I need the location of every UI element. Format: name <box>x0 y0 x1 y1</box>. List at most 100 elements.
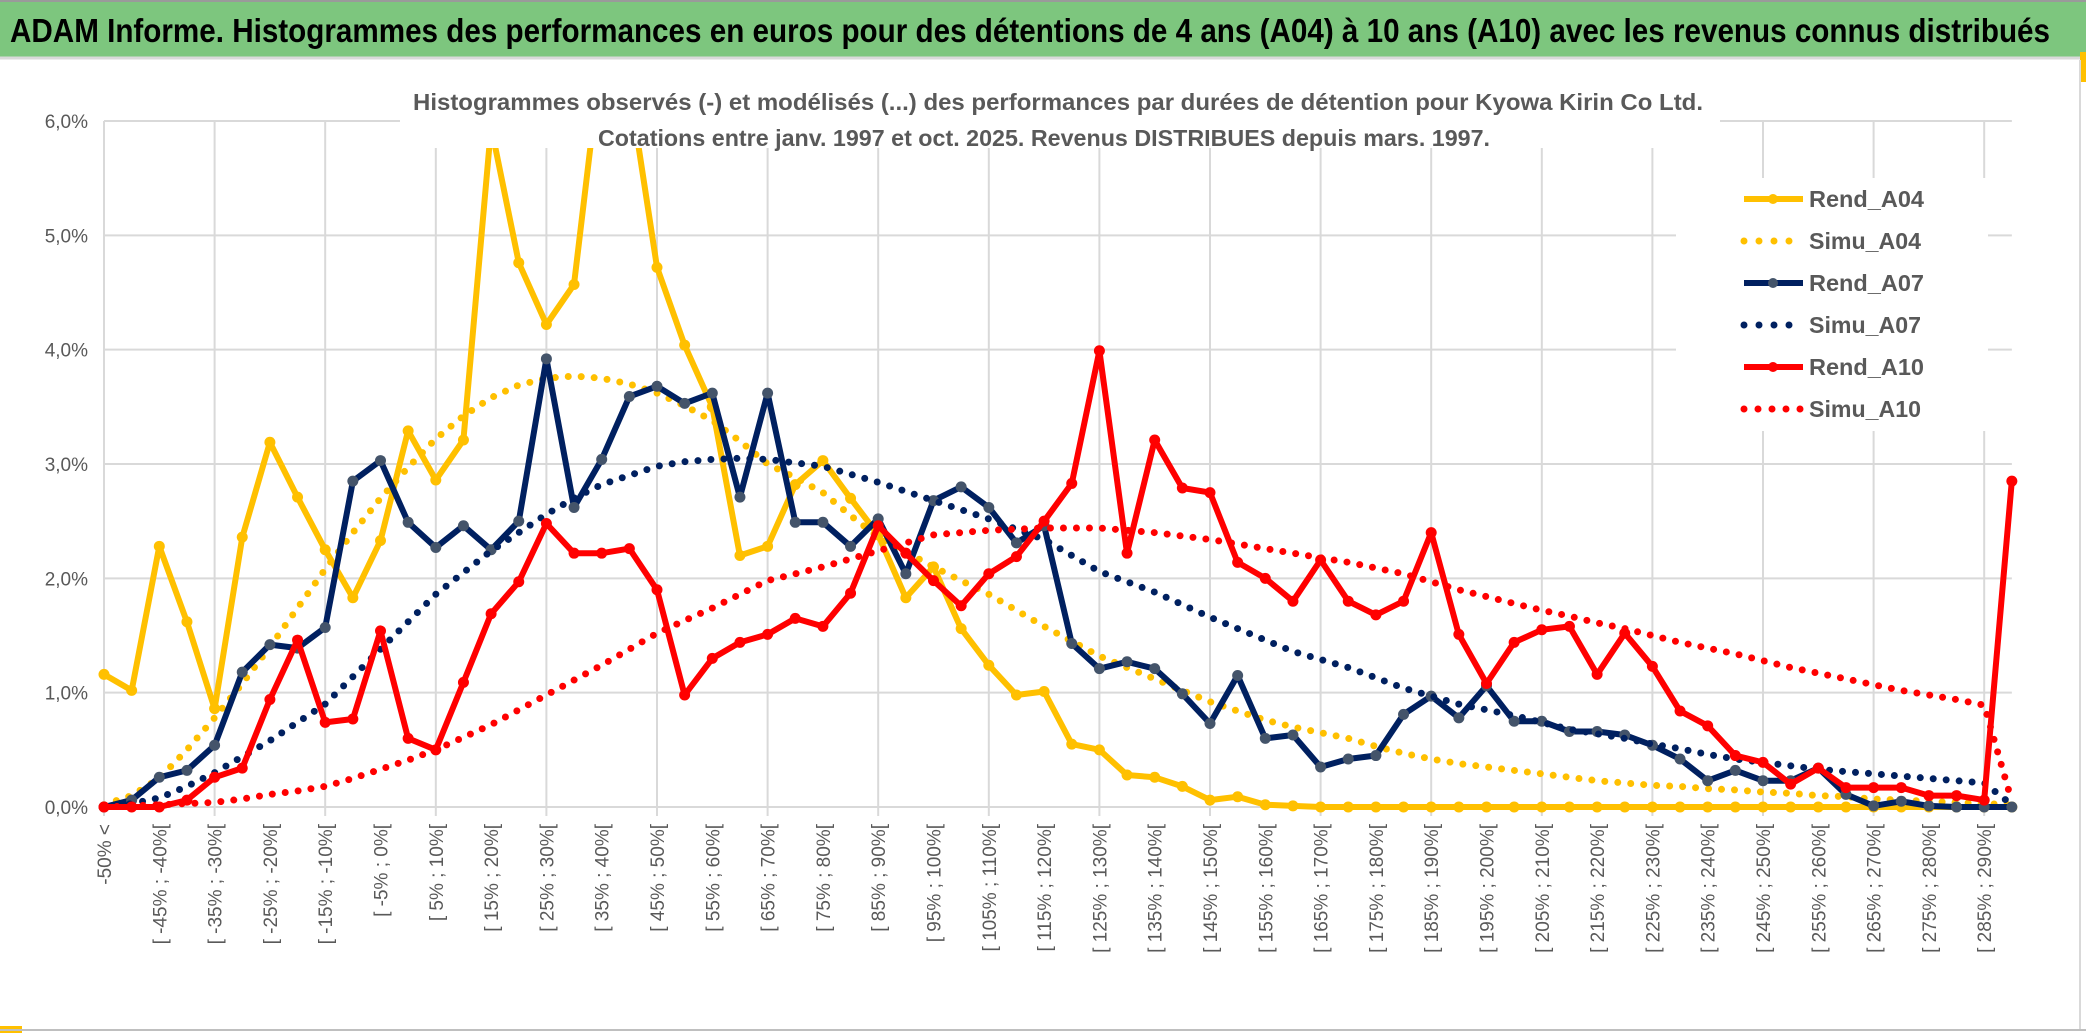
data-point-rend-a07 <box>955 481 967 493</box>
x-tick-label: [ 5% ; 10%[ <box>427 823 448 921</box>
data-point-rend-a10 <box>1398 595 1410 607</box>
data-point-rend-a04 <box>292 491 304 503</box>
data-point-rend-a07 <box>1176 688 1188 700</box>
data-point-rend-a07 <box>1066 638 1078 650</box>
data-point-rend-a10 <box>1868 782 1880 794</box>
data-point-rend-a04 <box>1232 791 1244 803</box>
legend-label: Simu_A04 <box>1809 228 1921 254</box>
data-point-rend-a10 <box>1176 482 1188 494</box>
data-point-rend-a04 <box>347 592 359 604</box>
data-point-rend-a10 <box>706 652 718 664</box>
data-point-rend-a04 <box>1287 800 1299 812</box>
data-point-rend-a07 <box>1093 663 1105 675</box>
data-point-rend-a04 <box>983 659 995 671</box>
x-tick-label: [ 245% ; 250%[ <box>1754 823 1775 953</box>
data-point-rend-a07 <box>1508 715 1520 727</box>
legend-item-simu-a07[interactable]: Simu_A07 <box>1740 312 1921 338</box>
legend-item-rend-a07[interactable]: Rend_A07 <box>1744 270 1924 296</box>
data-point-rend-a04 <box>900 592 912 604</box>
data-point-rend-a07 <box>430 541 442 553</box>
data-point-rend-a04 <box>1785 801 1797 813</box>
data-point-rend-a10 <box>1923 790 1935 802</box>
data-point-rend-a10 <box>1149 434 1161 446</box>
data-point-rend-a04 <box>1315 801 1327 813</box>
data-point-rend-a04 <box>1204 794 1216 806</box>
legend-marker-icon <box>1768 278 1778 288</box>
data-point-rend-a04 <box>430 474 442 486</box>
data-point-rend-a04 <box>1398 801 1410 813</box>
data-point-rend-a10 <box>1757 756 1769 768</box>
data-point-rend-a04 <box>762 540 774 552</box>
data-point-rend-a04 <box>1646 801 1658 813</box>
data-point-rend-a07 <box>706 387 718 399</box>
data-point-rend-a07 <box>817 516 829 528</box>
data-point-rend-a10 <box>1785 778 1797 790</box>
data-point-rend-a07 <box>1204 718 1216 730</box>
data-point-rend-a10 <box>1702 720 1714 732</box>
data-point-rend-a10 <box>347 713 359 725</box>
series-simu-a07 <box>100 454 2016 811</box>
data-point-rend-a04 <box>1481 801 1492 813</box>
data-point-rend-a04 <box>236 531 248 543</box>
selection-handle[interactable] <box>2080 52 2086 82</box>
data-point-rend-a10 <box>1010 551 1022 563</box>
chart-title: Histogrammes observés (-) et modélisés (… <box>413 89 1703 115</box>
legend-item-simu-a04[interactable]: Simu_A04 <box>1740 228 1921 254</box>
data-point-rend-a10 <box>789 612 801 624</box>
data-point-rend-a04 <box>513 257 525 269</box>
data-point-rend-a10 <box>1674 705 1686 717</box>
data-point-rend-a10 <box>1951 790 1963 802</box>
data-point-rend-a10 <box>485 608 497 620</box>
data-point-rend-a07 <box>1895 795 1907 807</box>
x-tick-label: -50% < <box>95 824 116 885</box>
x-tick-label: [ -45% ; -40%[ <box>150 823 171 944</box>
data-point-rend-a10 <box>1812 762 1824 774</box>
data-point-rend-a10 <box>540 517 552 529</box>
data-point-rend-a07 <box>1729 764 1741 776</box>
data-point-rend-a07 <box>209 739 221 751</box>
data-point-rend-a07 <box>1232 670 1244 682</box>
data-point-rend-a04 <box>1508 801 1520 813</box>
data-point-rend-a10 <box>983 568 995 580</box>
data-point-rend-a10 <box>2006 475 2018 487</box>
x-tick-label: [ 25% ; 30%[ <box>537 823 558 931</box>
data-point-rend-a10 <box>762 628 774 640</box>
data-point-rend-a10 <box>623 543 635 555</box>
x-tick-label: [ -5% ; 0%[ <box>372 823 393 917</box>
legend-item-rend-a04[interactable]: Rend_A04 <box>1744 186 1924 212</box>
legend-label: Simu_A07 <box>1809 312 1921 338</box>
x-tick-label: [ -35% ; -30%[ <box>206 823 227 944</box>
data-point-rend-a04 <box>651 261 663 273</box>
x-tick-label: [ 285% ; 290%[ <box>1975 823 1996 953</box>
data-point-rend-a07 <box>1674 753 1686 765</box>
data-point-rend-a04 <box>181 616 193 628</box>
x-tick-label: [ 205% ; 210%[ <box>1533 823 1554 953</box>
x-axis-labels: -50% < [ -45% ; -40%[[ -35% ; -30%[[ -25%… <box>95 823 1996 953</box>
data-point-rend-a07 <box>1149 663 1161 675</box>
data-point-rend-a07 <box>1370 750 1382 762</box>
legend-label: Simu_A10 <box>1809 396 1921 422</box>
data-point-rend-a10 <box>375 625 386 637</box>
legend-item-simu-a10[interactable]: Simu_A10 <box>1740 396 1921 422</box>
x-tick-label: [ 45% ; 50%[ <box>648 823 669 931</box>
data-point-rend-a10 <box>679 689 691 701</box>
data-point-rend-a10 <box>319 716 331 728</box>
header-title: ADAM Informe. Histogrammes des performan… <box>10 12 2050 49</box>
data-point-rend-a10 <box>1259 572 1271 584</box>
data-point-rend-a04 <box>264 436 276 448</box>
data-point-rend-a07 <box>900 568 912 580</box>
series-line-simu-a10 <box>100 524 2016 811</box>
data-point-rend-a04 <box>1342 801 1354 813</box>
series-rend-a10 <box>98 345 2018 813</box>
data-point-rend-a07 <box>181 764 193 776</box>
legend-item-rend-a10[interactable]: Rend_A10 <box>1744 354 1924 380</box>
x-tick-label: [ 115% ; 120%[ <box>1035 823 1056 951</box>
x-tick-label: [ -15% ; -10%[ <box>316 823 337 944</box>
data-point-rend-a04 <box>817 455 829 467</box>
legend-marker-icon <box>1768 194 1778 204</box>
y-axis-labels: 0,0% 1,0% 2,0% 3,0% 4,0% 5,0% 6,0% <box>45 112 88 819</box>
data-point-rend-a04 <box>1619 801 1631 813</box>
legend-label: Rend_A10 <box>1809 354 1924 380</box>
data-point-rend-a10 <box>1840 782 1852 794</box>
data-point-rend-a10 <box>1481 678 1492 690</box>
